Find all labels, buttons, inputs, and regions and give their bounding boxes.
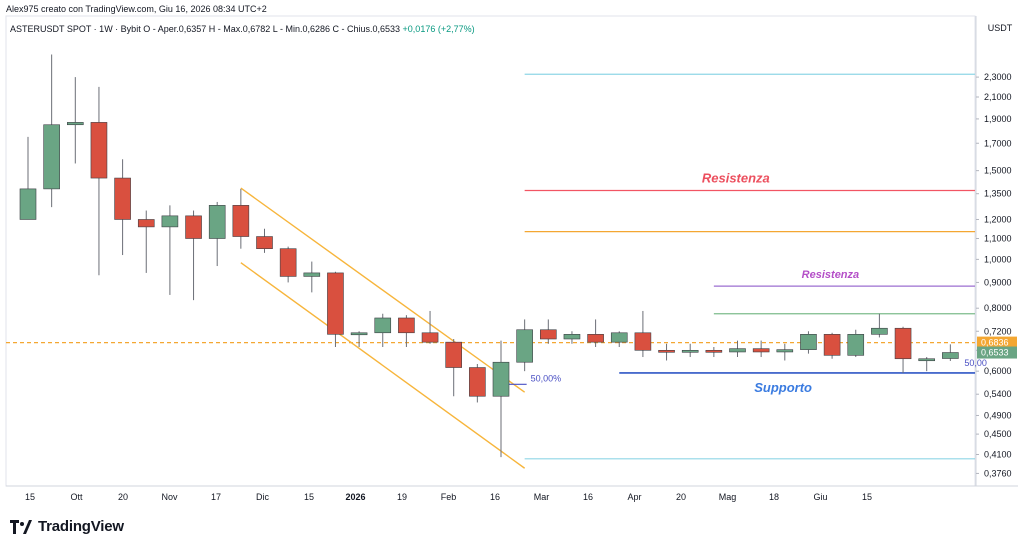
x-tick-label: 19 [397,492,407,502]
symbol-legend: ASTERUSDT SPOT · 1W · Bybit O - Aper.0,6… [10,24,475,34]
candle-body [161,215,179,228]
candle-body [587,334,604,343]
x-tick-label: Nov [161,492,178,502]
chart-byline: Alex975 creato con TradingView.com, Giu … [6,4,267,14]
x-tick-label: Giu [813,492,827,502]
level-label: Resistenza [802,269,859,281]
y-tick-label: 0,3760 [984,468,1012,478]
x-tick-label: Dic [256,492,269,502]
y-tick-label: 1,5000 [984,166,1012,176]
price-tag-label: 0,6533 [981,348,1009,358]
x-tick-label: 20 [676,492,686,502]
channel-lower-line [240,262,526,469]
candle-body [563,334,581,340]
candle-body [871,327,888,335]
x-tick-label: 15 [862,492,872,502]
candle-body [516,329,533,363]
y-tick-label: 1,7000 [984,138,1012,148]
plot-frame [5,15,976,487]
brand-name: TradingView [38,518,124,535]
candle-body [634,332,652,351]
candle-body [918,358,936,362]
x-tick-label: 17 [211,492,221,502]
fib-label: 50,00 [964,358,987,368]
fib-label: 50,00% [531,373,562,383]
candle-body [421,332,439,343]
y-tick-label: 1,3500 [984,189,1012,199]
x-tick-label: 15 [304,492,314,502]
candle-body [67,122,84,126]
candle-body [539,329,557,340]
candle-body [398,317,415,334]
candle-body [729,348,746,353]
candle-body [43,124,60,190]
y-tick-label: 0,4100 [984,449,1012,459]
legend-change: +0,0176 (+2,77%) [402,24,475,34]
candle-body [350,332,368,336]
candle-body [847,334,865,356]
y-tick-label: 1,1000 [984,234,1012,244]
y-tick-label: 1,0000 [984,254,1012,264]
candle-body [776,349,794,353]
x-tick-label: 2026 [345,492,365,502]
legend-symbol: ASTERUSDT SPOT · 1W · Bybit [10,24,141,34]
x-tick-label: 20 [118,492,128,502]
legend-ohlc: O - Aper.0,6357 H - Max.0,6782 L - Min.0… [143,24,401,34]
candle-body [137,219,155,228]
candle-body [705,349,723,353]
candle-body [114,177,131,220]
x-tick-label: Mar [534,492,550,502]
y-tick-label: 0,6000 [984,366,1012,376]
tradingview-brand: TradingView [10,518,124,535]
channel-upper-line [240,187,526,393]
x-tick-label: 16 [490,492,500,502]
x-tick-label: 16 [583,492,593,502]
candle-body [681,349,699,353]
y-tick-label: 0,5400 [984,389,1012,399]
candle-body [445,341,463,368]
y-tick-label: 1,2000 [984,214,1012,224]
x-tick-label: 15 [25,492,35,502]
candle-body [894,327,912,360]
price-tag-badge [977,336,1017,349]
candle-body [610,332,628,343]
x-tick-label: Ott [70,492,83,502]
y-tick-label: 0,8000 [984,303,1012,313]
y-tick-label: 2,1000 [984,92,1012,102]
candle-body [327,272,344,335]
y-tick-label: 1,9000 [984,114,1012,124]
candle-body [469,367,486,397]
candle-body [19,188,37,220]
candle-body [185,215,202,239]
y-tick-label: 0,4900 [984,410,1012,420]
candle-body [303,272,321,277]
candle-body [800,334,817,350]
x-tick-label: 18 [769,492,779,502]
candle-body [823,334,841,356]
candle-body [942,352,959,359]
x-tick-label: Apr [627,492,641,502]
candle-body [208,205,226,239]
candle-body [232,205,250,237]
y-tick-label: 0,7200 [984,326,1012,336]
price-axis-unit: USDT [988,23,1013,33]
x-tick-label: Feb [441,492,457,502]
candle-body [374,317,392,334]
level-label: Resistenza [702,170,770,185]
tradingview-logo-icon [10,519,32,534]
y-tick-label: 2,3000 [984,72,1012,82]
price-tag-badge [977,346,1017,359]
y-tick-label: 0,4500 [984,429,1012,439]
y-tick-label: 0,9000 [984,277,1012,287]
candle-body [752,348,770,353]
price-tag-label: 0,6836 [981,338,1009,348]
candle-body [658,349,675,353]
candle-body [256,236,273,249]
candle-body [279,248,297,277]
candle-body [90,122,108,179]
candle-body [492,361,510,397]
x-tick-label: Mag [719,492,737,502]
level-label: Supporto [754,380,812,395]
